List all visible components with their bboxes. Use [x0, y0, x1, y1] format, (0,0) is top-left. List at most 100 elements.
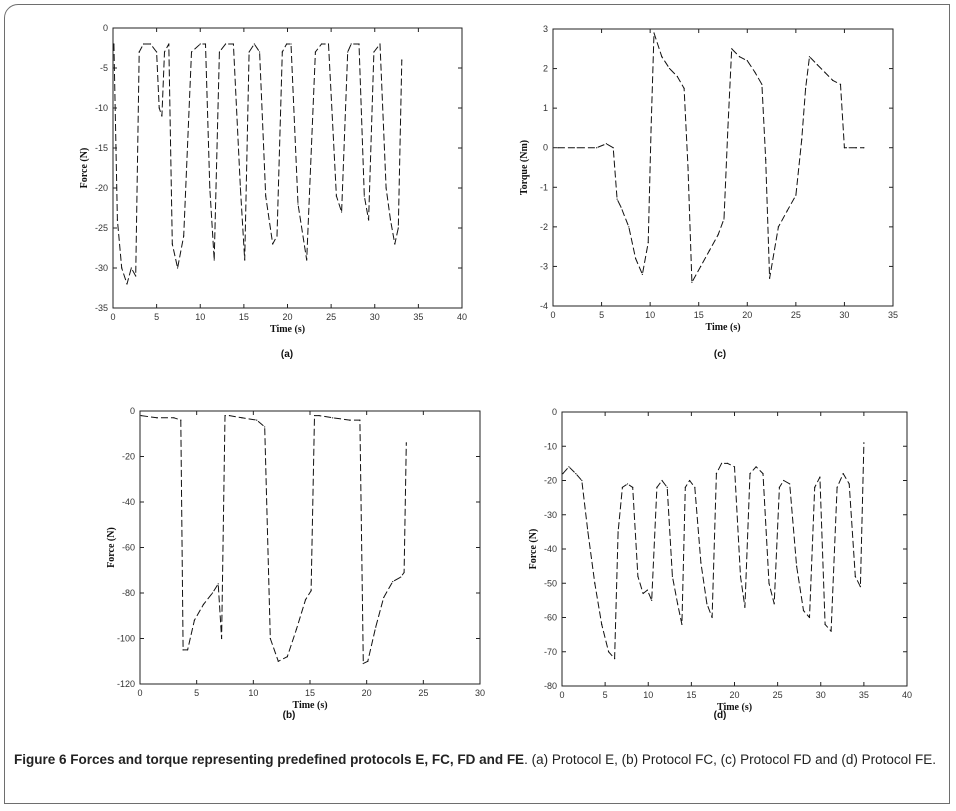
panel-a-data-point — [358, 43, 360, 45]
panel-d-x-tick-label: 25 — [773, 690, 783, 700]
panel-d-data-point — [842, 473, 844, 475]
panel-d-x-tick-label: 35 — [859, 690, 869, 700]
panel-a-data-point — [126, 283, 128, 285]
panel-a-data-point — [276, 235, 278, 237]
panel-a-data-point — [335, 195, 337, 197]
panel-d-data-point — [859, 586, 862, 588]
panel-a-data-point — [265, 195, 267, 197]
panel-c-data-point — [616, 198, 618, 200]
panel-a-data-point — [138, 51, 140, 53]
panel-b-data-point — [264, 426, 266, 428]
panel-a-data-point — [394, 243, 396, 245]
panel-c-data-point — [832, 79, 834, 82]
panel-b-data-point — [295, 628, 297, 631]
panel-c-data-point — [761, 83, 763, 85]
panel-b-y-tick-label: -100 — [117, 634, 135, 644]
panel-a-data-point — [389, 219, 392, 221]
panel-a-data-point — [149, 43, 152, 45]
panel-b-data-point — [403, 571, 405, 574]
panel-a-data-point — [306, 259, 308, 261]
panel-d-data-point — [646, 589, 648, 591]
panel-d-data-point — [637, 575, 639, 578]
panel-b-y-tick-label: -20 — [122, 452, 135, 462]
panel-d-data-point — [814, 486, 816, 488]
panel-b-data-point — [405, 442, 407, 444]
panel-a-y-tick-label: -5 — [100, 63, 108, 73]
panel-b-x-tick-label: 25 — [418, 688, 428, 698]
figure-caption: Figure 6 Forces and torque representing … — [14, 749, 944, 770]
panel-d-data-point — [768, 582, 770, 584]
panel-d-x-tick-label: 30 — [816, 690, 826, 700]
panel-c-data-point — [848, 147, 850, 149]
panel-c-data-point — [824, 71, 826, 74]
panel-b-x-axis-label: Time (s) — [292, 700, 327, 711]
panel-a-data-point — [224, 43, 227, 45]
panel-a-data-point — [327, 43, 330, 45]
panel-d-x-axis-label: Time (s) — [717, 702, 752, 713]
panel-d-data-point — [689, 479, 691, 482]
panel-d-data-point — [617, 531, 619, 533]
panel-b-y-tick-label: -80 — [122, 588, 135, 598]
panel-d-y-tick-label: 0 — [552, 407, 557, 417]
panel-d-data-point — [773, 603, 775, 605]
panel-b-x-tick-label: 15 — [305, 688, 315, 698]
panel-d-data-point — [727, 462, 729, 464]
panel-d-data-point — [621, 486, 623, 488]
panel-b-data-point — [228, 414, 231, 417]
panel-a-data-point — [314, 51, 317, 53]
panel-d-data-point — [661, 479, 663, 482]
panel-d-data-point — [666, 486, 668, 488]
panel-c-x-tick-label: 30 — [839, 310, 849, 320]
panel-a-data-point — [135, 275, 137, 277]
panel-b-data-point — [310, 590, 312, 592]
panel-a-data-point — [248, 51, 250, 53]
panel-b-label: (b) — [282, 710, 296, 721]
panel-d-data-point — [808, 616, 811, 619]
panel-a-data-point — [368, 219, 370, 221]
panel-c-data-point — [723, 218, 725, 220]
panel-d-y-tick-label: -10 — [544, 441, 557, 451]
panel-a-y-tick-label: -15 — [95, 143, 108, 153]
panel-a-x-tick-label: 25 — [326, 312, 336, 322]
panel-d-data-point — [676, 603, 679, 605]
panel-b-x-tick-label: 10 — [248, 688, 258, 698]
panel-d-data-point — [854, 575, 856, 578]
panel-d-y-tick-label: -40 — [544, 544, 557, 554]
panel-a-data-point — [324, 43, 326, 45]
panel-d-series-line — [562, 442, 865, 660]
panel-c-data-point — [769, 277, 771, 279]
panel-b-data-point — [359, 419, 361, 421]
panel-b-y-tick-label: -40 — [122, 497, 135, 507]
panel-b-data-point — [332, 417, 334, 419]
panel-c-data-point — [653, 32, 655, 34]
panel-b-y-tick-label: -60 — [122, 543, 135, 553]
panel-a-data-point — [379, 43, 381, 45]
panel-c-x-axis-label: Time (s) — [705, 322, 740, 333]
panel-a-data-point — [218, 51, 221, 53]
panel-b-x-tick-label: 0 — [137, 688, 142, 698]
panel-b-data-point — [277, 660, 279, 662]
panel-c-y-tick-label: -3 — [540, 261, 548, 271]
panel-a-data-point — [176, 267, 179, 269]
panel-a-x-tick-label: 40 — [457, 312, 467, 322]
panel-a-y-tick-label: 0 — [103, 23, 108, 33]
panel-d-data-point — [651, 599, 653, 601]
panel-b-data-point — [375, 626, 377, 628]
panel-d-plot-area — [561, 411, 908, 687]
panel-c-label: (c) — [713, 349, 727, 360]
panel-d-data-point — [755, 466, 757, 468]
panel-a-data-point — [401, 59, 403, 61]
panel-a-data-point — [286, 43, 288, 45]
panel-d-x-tick-label: 15 — [686, 690, 696, 700]
panel-d-data-point — [863, 442, 865, 444]
panel-d-data-point — [830, 630, 832, 632]
panel-d-y-tick-label: -70 — [544, 647, 557, 657]
panel-c-data-point — [628, 226, 630, 228]
panel-c-data-point — [676, 75, 678, 78]
panel-d-x-tick-label: 20 — [729, 690, 739, 700]
panel-a-x-tick-label: 5 — [154, 312, 159, 322]
panel-d-data-point — [614, 658, 616, 660]
panel-d-data-point — [607, 651, 610, 653]
